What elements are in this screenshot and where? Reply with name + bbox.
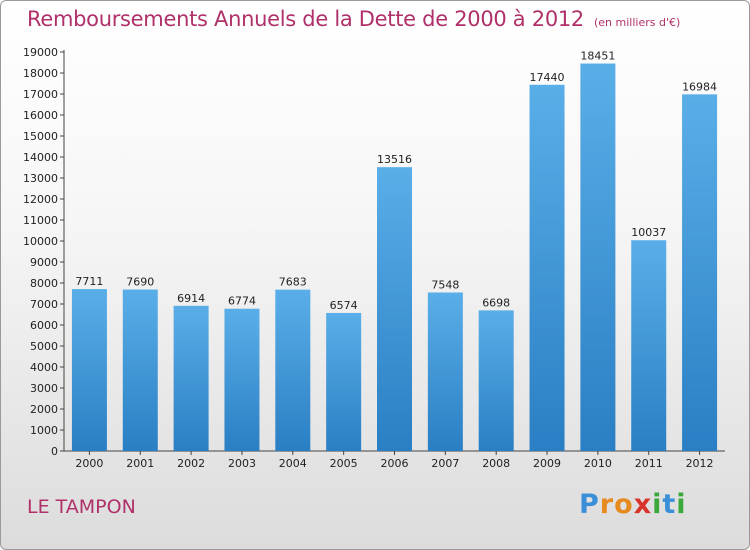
chart-data-labels: 7711 7690 6914 6774 7683 6574 13516 7548 6698 174…	[75, 50, 717, 312]
y-tick-label: 18000	[23, 67, 58, 80]
bar-value-label: 13516	[377, 153, 412, 166]
bar-value-label: 16984	[682, 80, 717, 93]
bar	[71, 289, 107, 451]
logo-letter: r	[599, 489, 615, 520]
bar-value-label: 18451	[580, 50, 615, 63]
bar-value-label: 7690	[126, 276, 154, 289]
y-tick-label: 11000	[23, 214, 58, 227]
proxiti-logo: Proxiti	[579, 489, 687, 520]
bar	[275, 289, 311, 451]
y-tick-label: 9000	[30, 256, 58, 269]
x-tick-label: 2008	[482, 457, 510, 470]
logo-letter: x	[633, 489, 653, 520]
logo-letter: t	[662, 489, 677, 520]
y-tick-label: 0	[51, 445, 58, 458]
x-tick-label: 2010	[584, 457, 612, 470]
bar-value-label: 7548	[431, 278, 459, 291]
bar-value-label: 6774	[228, 295, 256, 308]
y-tick-label: 12000	[23, 193, 58, 206]
logo-letter: i	[652, 489, 663, 520]
y-tick-label: 5000	[30, 340, 58, 353]
bar-value-label: 10037	[631, 226, 666, 239]
bar-value-label: 17440	[530, 71, 565, 84]
x-tick-label: 2012	[686, 457, 714, 470]
bar	[224, 308, 260, 451]
y-tick-label: 1000	[30, 424, 58, 437]
chart-bars	[71, 63, 718, 452]
y-tick-label: 19000	[23, 46, 58, 59]
bar-value-label: 6574	[330, 299, 358, 312]
x-tick-label: 2005	[330, 457, 358, 470]
x-tick-label: 2003	[228, 457, 256, 470]
bar	[173, 305, 209, 451]
bar	[427, 292, 463, 451]
logo-letter: P	[579, 489, 600, 520]
bar-value-label: 7683	[279, 276, 307, 289]
y-tick-label: 17000	[23, 88, 58, 101]
x-tick-label: 2009	[533, 457, 561, 470]
bar	[377, 167, 412, 451]
bar-value-label: 7711	[75, 275, 103, 288]
bar	[122, 289, 158, 451]
chart-title: Remboursements Annuels de la Dette de 20…	[27, 7, 680, 31]
y-tick-label: 7000	[30, 298, 58, 311]
bar	[478, 310, 514, 451]
logo-letter: o	[614, 489, 634, 520]
y-tick-label: 4000	[30, 361, 58, 374]
chart-axes: 0 1000 2000 3000 4000 5000 6000 7000 8000 9000 100…	[23, 46, 725, 470]
y-tick-label: 15000	[23, 130, 58, 143]
y-tick-label: 16000	[23, 109, 58, 122]
y-tick-label: 6000	[30, 319, 58, 332]
commune-name: LE TAMPON	[27, 496, 136, 518]
logo-letter: i	[676, 489, 687, 520]
bar-value-label: 6698	[482, 296, 510, 309]
x-tick-label: 2000	[75, 457, 103, 470]
x-tick-label: 2002	[177, 457, 205, 470]
x-tick-label: 2007	[431, 457, 459, 470]
y-tick-label: 8000	[30, 277, 58, 290]
chart-unit-note: (en milliers d'€)	[594, 16, 681, 29]
x-tick-label: 2001	[126, 457, 154, 470]
bar	[682, 94, 718, 451]
bar	[631, 240, 667, 451]
bar-value-label: 6914	[177, 292, 205, 305]
bar	[326, 312, 362, 451]
x-tick-label: 2011	[635, 457, 663, 470]
bar	[580, 63, 616, 452]
chart-title-text: Remboursements Annuels de la Dette de 20…	[27, 7, 584, 31]
y-tick-label: 14000	[23, 151, 58, 164]
y-tick-label: 2000	[30, 403, 58, 416]
y-tick-label: 10000	[23, 235, 58, 248]
x-tick-label: 2006	[381, 457, 409, 470]
y-tick-label: 3000	[30, 382, 58, 395]
bar	[529, 84, 565, 451]
x-tick-label: 2004	[279, 457, 307, 470]
y-tick-label: 13000	[23, 172, 58, 185]
